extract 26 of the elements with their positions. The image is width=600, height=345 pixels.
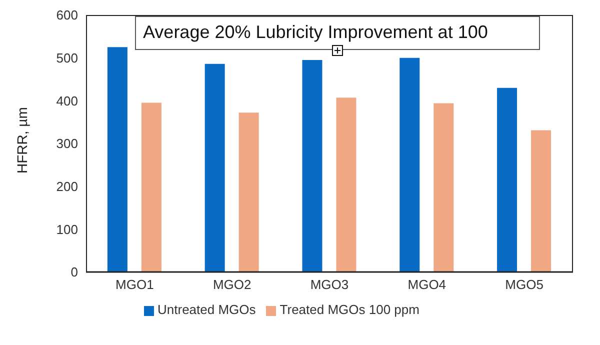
bar (531, 130, 552, 272)
x-tick-label: MGO2 (212, 277, 252, 292)
y-tick-label: 0 (70, 264, 78, 280)
bar (434, 103, 454, 272)
bar (302, 60, 322, 272)
x-tick-label: MGO4 (408, 277, 446, 292)
bar (336, 98, 356, 272)
bar (107, 47, 128, 272)
y-tick-label: 100 (56, 222, 78, 237)
x-tick-label: MGO3 (310, 277, 349, 292)
bar (497, 88, 518, 272)
bar (204, 64, 225, 272)
y-tick-label: 500 (56, 50, 78, 66)
bar (141, 102, 162, 272)
bar (400, 58, 420, 272)
legend-label: Untreated MGOs (158, 302, 256, 317)
x-tick-label: MGO1 (116, 277, 154, 292)
legend-label: Treated MGOs 100 ppm (280, 302, 420, 317)
y-tick-label: 300 (56, 136, 78, 152)
y-tick-label: 600 (56, 8, 78, 23)
text-box: Average 20% Lubricity Improvement at 100 (135, 16, 540, 50)
y-tick-label: 200 (56, 178, 78, 194)
y-axis-title: HFRR, µm (14, 107, 30, 174)
y-tick-label: 400 (56, 93, 78, 108)
x-tick-label: MGO5 (505, 277, 544, 292)
bar (238, 112, 259, 272)
